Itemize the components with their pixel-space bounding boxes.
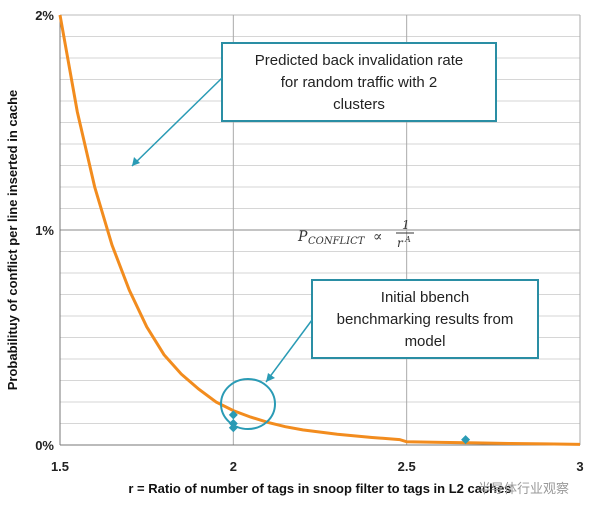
highlight-ellipse — [220, 378, 276, 430]
y-tick-label: 0% — [35, 438, 54, 453]
formula-subscript: CONFLICT — [308, 236, 366, 247]
callout-top-arrowhead — [132, 157, 140, 166]
callout-bottom-arrowhead — [266, 373, 275, 382]
callout-bottom-line-2: benchmarking results from — [337, 311, 514, 328]
y-tick-label: 1% — [35, 223, 54, 238]
callout-bottom-line-1: Initial bbench — [381, 289, 469, 306]
benchmark-marker — [228, 410, 238, 420]
formula-proportional: ∝ — [373, 229, 382, 245]
y-tick-label: 2% — [35, 8, 54, 23]
x-tick-label: 2 — [230, 459, 237, 474]
formula-p: P — [297, 229, 308, 245]
x-tick-label: 2.5 — [398, 459, 416, 474]
benchmark-marker — [461, 435, 471, 445]
x-tick-label: 1.5 — [51, 459, 69, 474]
formula-denominator: r — [397, 236, 404, 250]
formula: P CONFLICT ∝ 1 r A — [297, 218, 414, 250]
watermark: 半导体行业观察 — [478, 482, 569, 497]
x-axis-label: r = Ratio of number of tags in snoop fil… — [128, 481, 511, 496]
benchmark-markers — [228, 410, 471, 445]
callout-top-line-2: for random traffic with 2 — [281, 74, 437, 91]
callout-bottom-line-3: model — [405, 333, 446, 350]
predicted-rate-curve — [58, 14, 581, 446]
y-axis-label: Probabilituy of conflict per line insert… — [5, 90, 20, 391]
x-tick-label: 3 — [576, 459, 583, 474]
callout-bottom-arrow — [265, 319, 313, 383]
tick-labels: 1.5 2 2.5 3 0% 1% 2% — [35, 8, 583, 474]
formula-numerator: 1 — [402, 218, 410, 232]
callout-top-line-3: clusters — [333, 96, 385, 113]
callout-top-box — [221, 42, 497, 122]
callout-top-arrow — [131, 77, 223, 167]
formula-exponent: A — [404, 235, 411, 244]
callout-top-line-1: Predicted back invalidation rate — [255, 52, 463, 69]
callout-bottom-box — [311, 279, 539, 359]
